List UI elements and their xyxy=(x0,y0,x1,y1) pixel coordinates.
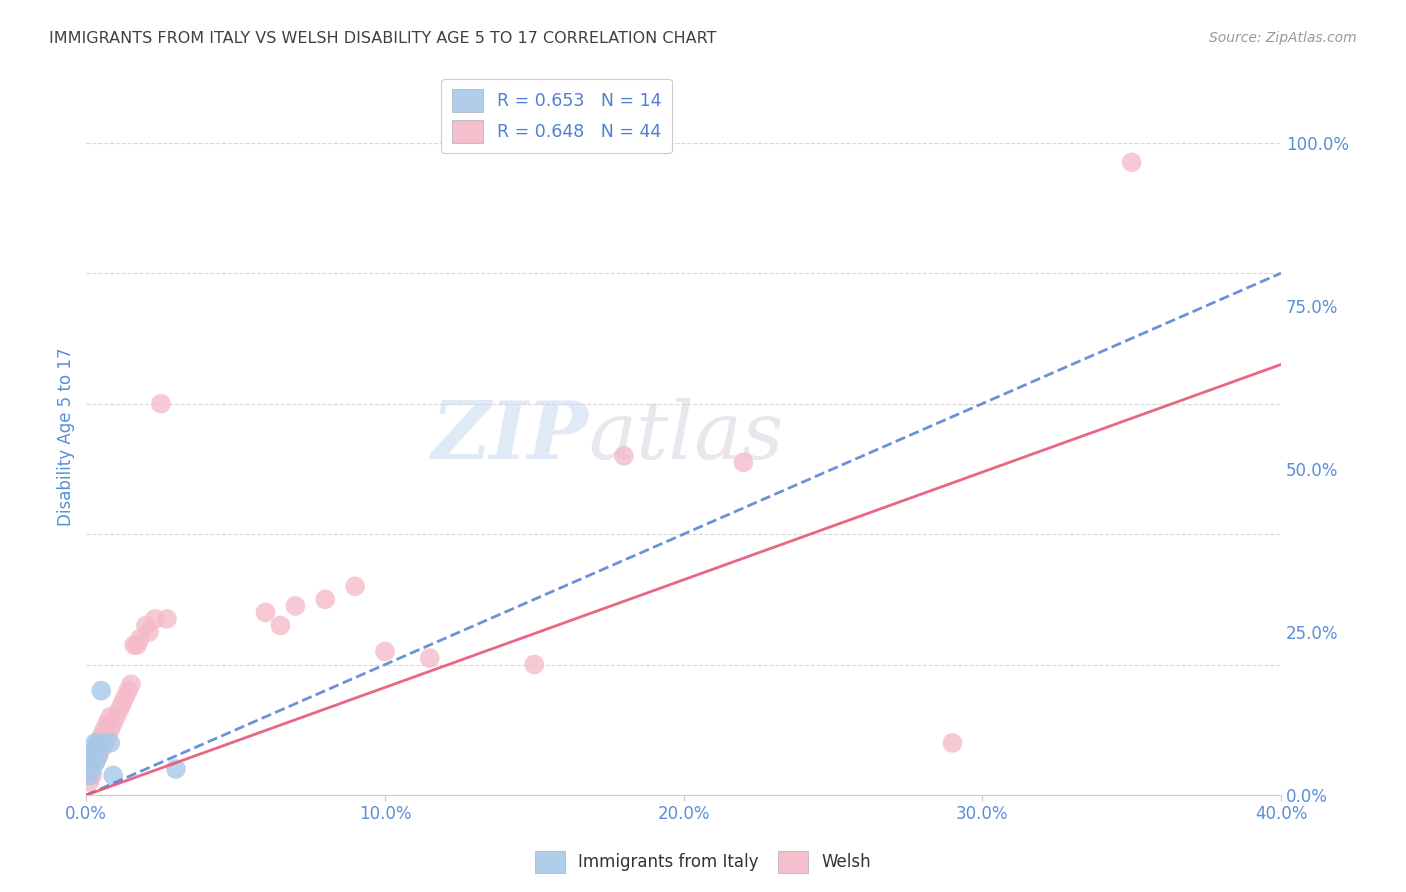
Point xyxy=(314,592,336,607)
Point xyxy=(111,697,134,711)
Point xyxy=(117,683,139,698)
Point xyxy=(284,599,307,613)
Legend: R = 0.653   N = 14, R = 0.648   N = 44: R = 0.653 N = 14, R = 0.648 N = 44 xyxy=(441,79,672,153)
Point xyxy=(1121,155,1143,169)
Point xyxy=(90,683,112,698)
Point xyxy=(98,710,121,724)
Point xyxy=(82,748,104,763)
Point xyxy=(135,618,157,632)
Point xyxy=(101,768,124,782)
Point xyxy=(101,716,124,731)
Point xyxy=(77,756,100,770)
Point xyxy=(84,742,107,756)
Legend: Immigrants from Italy, Welsh: Immigrants from Italy, Welsh xyxy=(527,845,879,880)
Point xyxy=(77,768,100,782)
Point xyxy=(120,677,142,691)
Point xyxy=(941,736,963,750)
Point xyxy=(82,762,104,776)
Point xyxy=(98,723,121,737)
Point xyxy=(138,624,160,639)
Point xyxy=(269,618,291,632)
Text: ZIP: ZIP xyxy=(432,398,588,475)
Point xyxy=(84,756,107,770)
Point xyxy=(82,768,104,782)
Point xyxy=(84,742,107,756)
Point xyxy=(96,716,118,731)
Point xyxy=(125,638,148,652)
Point xyxy=(129,632,152,646)
Point xyxy=(84,736,107,750)
Point xyxy=(93,736,115,750)
Point xyxy=(523,657,546,672)
Point xyxy=(87,736,110,750)
Point xyxy=(77,762,100,776)
Text: Source: ZipAtlas.com: Source: ZipAtlas.com xyxy=(1209,31,1357,45)
Point xyxy=(613,449,636,463)
Point xyxy=(108,703,131,717)
Point xyxy=(93,736,115,750)
Point xyxy=(84,756,107,770)
Point xyxy=(122,638,145,652)
Point xyxy=(114,690,136,705)
Point xyxy=(90,730,112,744)
Point xyxy=(93,723,115,737)
Point xyxy=(82,748,104,763)
Point xyxy=(374,644,396,658)
Point xyxy=(254,606,277,620)
Point xyxy=(149,397,172,411)
Point xyxy=(87,748,110,763)
Text: atlas: atlas xyxy=(588,398,783,475)
Point xyxy=(419,651,441,665)
Point xyxy=(87,748,110,763)
Point xyxy=(87,736,110,750)
Point xyxy=(82,756,104,770)
Text: IMMIGRANTS FROM ITALY VS WELSH DISABILITY AGE 5 TO 17 CORRELATION CHART: IMMIGRANTS FROM ITALY VS WELSH DISABILIT… xyxy=(49,31,717,46)
Point xyxy=(733,455,755,469)
Point xyxy=(105,710,128,724)
Point xyxy=(98,736,121,750)
Point xyxy=(77,775,100,789)
Point xyxy=(143,612,166,626)
Y-axis label: Disability Age 5 to 17: Disability Age 5 to 17 xyxy=(58,347,75,525)
Point xyxy=(165,762,187,776)
Point xyxy=(96,730,118,744)
Point xyxy=(344,579,367,593)
Point xyxy=(90,742,112,756)
Point xyxy=(156,612,179,626)
